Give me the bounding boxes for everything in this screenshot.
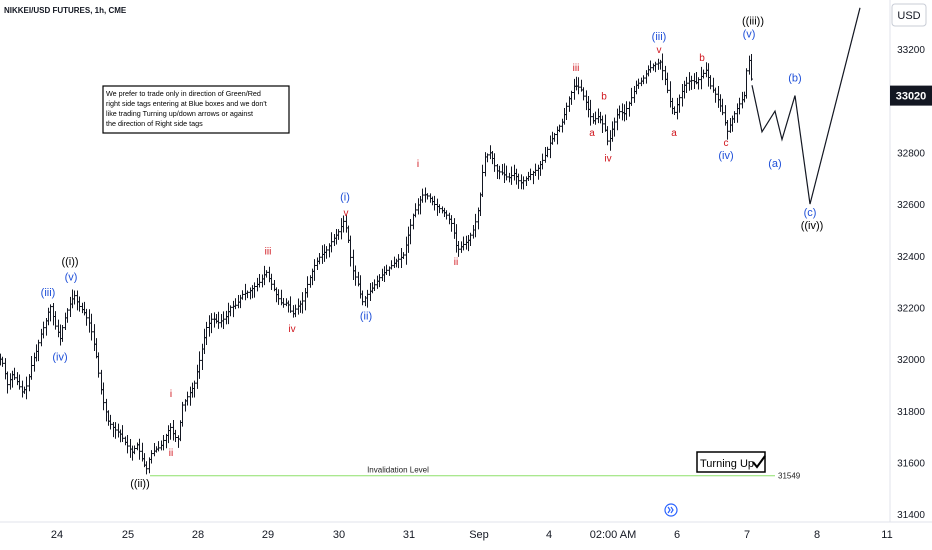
wave-label: iv: [604, 154, 611, 165]
invalidation-level: Invalidation Level 31549: [150, 466, 801, 481]
x-tick-label: 02:00 AM: [590, 529, 636, 541]
x-tick-label: 11: [881, 529, 892, 541]
wave-label: ((iv)): [801, 220, 824, 232]
turning-up-badge: Turning Up: [696, 451, 766, 473]
wave-label: (iii): [41, 287, 56, 299]
wave-label: ((ii)): [130, 478, 150, 490]
wave-label: (iii): [652, 31, 667, 43]
invalidation-label: Invalidation Level: [367, 466, 429, 475]
trading-notice-line-3: like trading Turning up/down arrows or a…: [106, 109, 253, 118]
x-tick-label: 31: [403, 529, 415, 541]
wave-label: v: [344, 208, 349, 219]
x-tick-label: 25: [122, 529, 134, 541]
y-tick-label: 32400: [897, 252, 925, 263]
trading-notice: We prefer to trade only in direction of …: [102, 85, 290, 134]
symbol-title: NIKKEI/USD FUTURES, 1h, CME: [4, 6, 127, 15]
chevrons-right-icon: [667, 506, 674, 514]
wave-label: (a): [768, 158, 781, 170]
x-axis-labels: 24 25 28 29 30 31 Sep 4 02:00 AM 6 7 8 11: [51, 529, 893, 541]
wave-label: iv: [288, 324, 295, 335]
trading-notice-line-2: right side tags entering at Blue boxes a…: [106, 99, 267, 108]
wave-label: ii: [169, 448, 173, 459]
wave-label: ((iii)): [742, 16, 764, 28]
price-bars: [0, 53, 753, 475]
currency-button-bg[interactable]: [891, 3, 927, 27]
wave-label: (b): [788, 73, 801, 85]
y-tick-label: 31800: [897, 407, 925, 418]
scroll-to-realtime-bg[interactable]: [664, 503, 678, 517]
projection-path: [751, 7, 861, 205]
x-tick-label: 24: [51, 529, 63, 541]
wave-label: ii: [454, 257, 458, 268]
x-tick-label: 28: [192, 529, 204, 541]
wave-label: b: [699, 53, 705, 64]
y-tick-label: 31600: [897, 459, 925, 470]
wave-label: b: [601, 92, 607, 103]
x-tick-label: 6: [674, 529, 680, 541]
x-tick-label: 4: [546, 529, 552, 541]
invalidation-value: 31549: [778, 472, 801, 481]
wave-label: a: [671, 128, 677, 139]
wave-label: i: [170, 389, 172, 400]
time-scale[interactable]: [0, 522, 932, 550]
wave-label: (v): [743, 29, 756, 41]
currency-button[interactable]: USD: [891, 3, 927, 27]
wave-label: ((i)): [61, 256, 78, 268]
wave-label: a: [589, 128, 595, 139]
trading-notice-line-1: We prefer to trade only in direction of …: [106, 89, 261, 98]
y-tick-label: 33200: [897, 45, 925, 56]
y-tick-label: 32000: [897, 355, 925, 366]
y-tick-label: 31400: [897, 510, 925, 521]
current-price-tag-bg: [890, 85, 932, 106]
wave-label: (iv): [52, 352, 67, 364]
wave-label: iii: [265, 247, 272, 258]
x-tick-label: 30: [333, 529, 345, 541]
x-tick-label: 8: [814, 529, 820, 541]
wave-label: (v): [65, 272, 78, 284]
wave-labels: ((i))(v)(iii)(iv)((ii))iiiiiiivv(i)(ii)i…: [41, 16, 824, 491]
current-price-label: 33020: [896, 91, 927, 103]
trading-notice-box: [102, 85, 290, 134]
current-price-tag: 33020: [890, 85, 932, 106]
wave-label: v: [657, 45, 662, 56]
x-tick-label: 29: [262, 529, 274, 541]
y-tick-label: 32600: [897, 200, 925, 211]
y-tick-label: 32800: [897, 148, 925, 159]
wave-label: (i): [340, 191, 350, 203]
scroll-to-realtime-button[interactable]: [664, 503, 678, 517]
wave-label: (iv): [718, 150, 733, 162]
wave-label: c: [724, 138, 729, 149]
currency-button-label[interactable]: USD: [897, 10, 920, 22]
turning-up-badge-box: [696, 451, 766, 473]
x-tick-label: 7: [744, 529, 750, 541]
turning-up-label: Turning Up: [700, 458, 754, 470]
y-tick-label: 32200: [897, 304, 925, 315]
checkmark-icon: [752, 455, 766, 469]
x-tick-label: Sep: [469, 529, 489, 541]
wave-label: (ii): [360, 310, 372, 322]
trading-notice-line-4: the direction of Right side tags: [106, 119, 203, 128]
wave-label: (c): [804, 207, 817, 219]
projection-line: [751, 7, 861, 205]
wave-label: iii: [573, 63, 580, 74]
wave-label: i: [417, 159, 419, 170]
